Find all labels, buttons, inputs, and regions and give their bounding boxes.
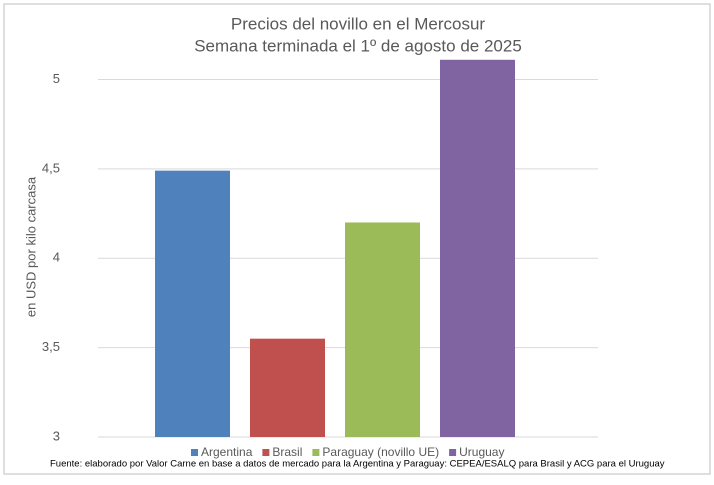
y-tick-label: 4 — [53, 250, 60, 265]
bar — [345, 222, 420, 437]
legend-swatch — [262, 449, 270, 456]
legend-label: Argentina — [201, 445, 253, 459]
legend-swatch — [191, 449, 198, 456]
legend-label: Paraguay (novillo UE) — [322, 445, 439, 459]
legend-label: Uruguay — [459, 445, 504, 459]
legend-label: Brasil — [272, 445, 302, 459]
chart-title: Precios del novillo en el Mercosur — [231, 14, 486, 33]
y-tick-label: 3,5 — [42, 339, 60, 354]
legend-swatch — [312, 449, 320, 456]
y-axis-label: en USD por kilo carcasa — [23, 176, 38, 317]
y-tick-label: 3 — [53, 428, 60, 443]
y-tick-label: 4,5 — [42, 160, 60, 175]
bar — [250, 338, 325, 437]
bar — [155, 170, 230, 437]
y-tick-label: 5 — [53, 71, 60, 86]
legend-swatch — [449, 449, 457, 456]
bar — [440, 59, 515, 438]
source-note: Fuente: elaborado por Valor Carne en bas… — [50, 459, 665, 470]
chart-subtitle: Semana terminada el 1º de agosto de 2025 — [194, 36, 522, 55]
